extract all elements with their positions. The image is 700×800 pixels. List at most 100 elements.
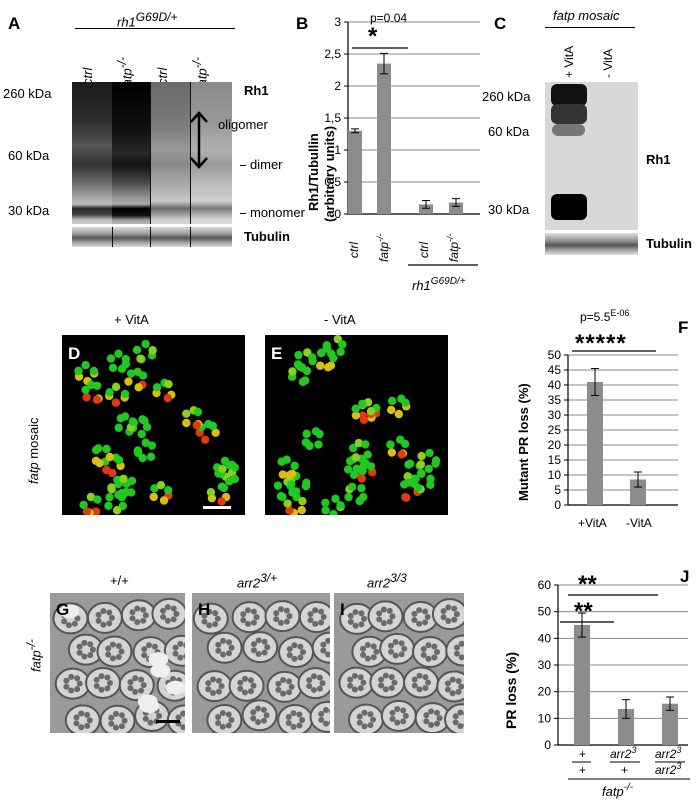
rhabdomere <box>453 644 460 651</box>
rhabdomere <box>201 618 208 625</box>
panel-d-title: + VitA <box>114 312 149 327</box>
rhabdomere <box>387 648 394 655</box>
photoreceptor <box>387 396 397 406</box>
rhabdomere <box>100 608 107 615</box>
photoreceptor <box>200 435 210 444</box>
ommatidium <box>151 597 185 630</box>
photoreceptor <box>315 429 324 439</box>
photoreceptor <box>117 364 127 374</box>
rhabdomere <box>205 680 212 687</box>
ommatidium <box>54 667 91 700</box>
rhabdomere <box>98 673 105 680</box>
rhabdomere <box>220 651 227 658</box>
rhabdomere <box>420 652 427 659</box>
rhabdomere <box>352 609 359 616</box>
photoreceptor <box>336 501 345 510</box>
ommatidium <box>369 666 406 699</box>
rhabdomere <box>316 674 323 681</box>
photoreceptor <box>119 474 128 483</box>
photoreceptor <box>361 440 370 449</box>
rhabdomere <box>247 688 254 695</box>
rhabdomere <box>433 720 440 727</box>
rhabdomere <box>250 682 257 689</box>
lane-ctrl-g69d <box>150 82 190 224</box>
photoreceptor <box>82 393 91 402</box>
rhabdomere <box>73 714 80 721</box>
rhabdomere <box>351 686 358 693</box>
ommatidium <box>445 634 464 667</box>
rhabdomere <box>440 608 447 615</box>
rhabdomere <box>76 643 83 650</box>
rhabdomere <box>132 675 139 682</box>
photoreceptor <box>347 482 357 492</box>
rhabdomere <box>357 685 364 692</box>
rhabdomere <box>388 684 395 691</box>
rhabdomere <box>411 676 418 683</box>
rhabdomere <box>172 644 179 651</box>
rhabdomere <box>411 682 418 689</box>
rhabdomere <box>129 609 136 616</box>
panel-b-ylabel-2: (arbitrary units) <box>322 126 337 222</box>
photoreceptor <box>278 470 287 479</box>
photoreceptor <box>108 363 118 373</box>
rhabdomere <box>255 705 262 712</box>
photoreceptor <box>140 416 149 425</box>
photoreceptor <box>290 461 299 471</box>
rhabdomere <box>312 607 319 614</box>
photoreceptor <box>138 371 148 380</box>
photoreceptor <box>301 438 311 447</box>
ommatidium <box>266 670 303 703</box>
photoreceptor <box>132 345 142 355</box>
photoreceptor <box>329 510 338 515</box>
photoreceptor <box>273 481 283 490</box>
rhabdomere <box>210 689 217 696</box>
photoreceptor <box>102 444 111 454</box>
y-tick-label: 1,5 <box>324 111 341 125</box>
panel-j-x-top-2: arr23 <box>610 745 636 761</box>
rhabdomere <box>100 621 107 628</box>
rhabdomere <box>291 655 298 662</box>
photoreceptor <box>182 418 191 428</box>
rhabdomere <box>277 619 284 626</box>
photoreceptor <box>343 465 353 474</box>
rhabdomere <box>170 616 177 623</box>
panel-a-marker-260: 260 kDa <box>3 86 52 101</box>
y-tick-label: 10 <box>548 468 562 482</box>
rhabdomere <box>228 644 235 651</box>
rhabdomere <box>106 609 113 616</box>
panel-b-xlabel-4: fatp-/- <box>445 233 461 262</box>
rhabdomere <box>453 650 460 657</box>
photoreceptor <box>141 339 150 349</box>
rhabdomere <box>127 685 134 692</box>
rhabdomere <box>215 677 222 684</box>
photoreceptor <box>351 453 361 462</box>
rhabdomere <box>113 710 120 717</box>
rhabdomere <box>392 652 399 659</box>
rhabdomere <box>328 709 330 714</box>
rhabdomere <box>141 646 148 653</box>
photoreceptor <box>91 507 101 515</box>
y-tick-label: 0 <box>334 207 341 221</box>
photoreceptor <box>413 483 423 492</box>
rhabdomere <box>160 613 167 620</box>
rhabdomere <box>84 711 91 718</box>
rhabdomere <box>146 642 153 649</box>
rhabdomere <box>205 686 212 693</box>
rhabdomere <box>286 613 293 620</box>
photoreceptor <box>134 383 143 392</box>
rhabdomere <box>212 610 219 617</box>
bar <box>419 204 433 214</box>
rhabdomere <box>297 643 304 650</box>
blot-separator <box>112 227 113 247</box>
band-260 <box>550 84 587 106</box>
photoreceptor <box>152 383 162 392</box>
photoreceptor <box>111 382 121 392</box>
y-tick-label: 15 <box>548 453 562 467</box>
photoreceptor <box>322 341 331 350</box>
ommatidium <box>85 666 122 699</box>
bar <box>449 202 463 214</box>
rhabdomere <box>245 620 252 627</box>
photoreceptor <box>349 470 359 479</box>
photoreceptor <box>386 440 395 449</box>
band-smear <box>552 124 585 136</box>
